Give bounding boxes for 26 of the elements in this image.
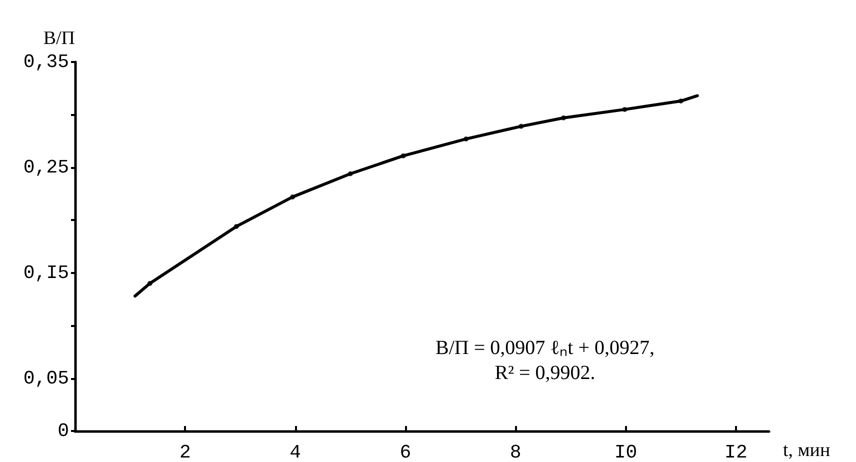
point [348,171,353,176]
x-tick-label: 2 [179,442,191,462]
y-axis-title: В/П [43,28,76,49]
x-tick-label: I2 [724,442,748,462]
point [678,98,684,104]
y-tick-label: 0,35 [23,51,69,73]
x-axis-title: t, мин [783,440,830,461]
point [147,280,152,286]
point [561,115,566,120]
annotation: В/П = 0,0907 ℓₙt + 0,0927, [435,337,655,359]
point [290,194,296,200]
point [622,106,628,112]
point [234,224,239,229]
y-tick-label: 0,25 [23,156,69,178]
x-tick-label: 8 [510,442,522,462]
point [518,124,524,129]
y-tick-label: 0,05 [23,367,69,390]
point [400,153,406,158]
line-series [134,94,699,298]
y-tick-label: 0,I5 [23,262,69,284]
x-tick-label: 6 [400,442,412,462]
point [464,136,469,142]
y-tick-label: 0 [58,420,69,442]
annotation: R² = 0,9902. [494,362,596,384]
x-tick-label: I0 [614,442,638,462]
x-tick-label: 4 [290,442,302,462]
